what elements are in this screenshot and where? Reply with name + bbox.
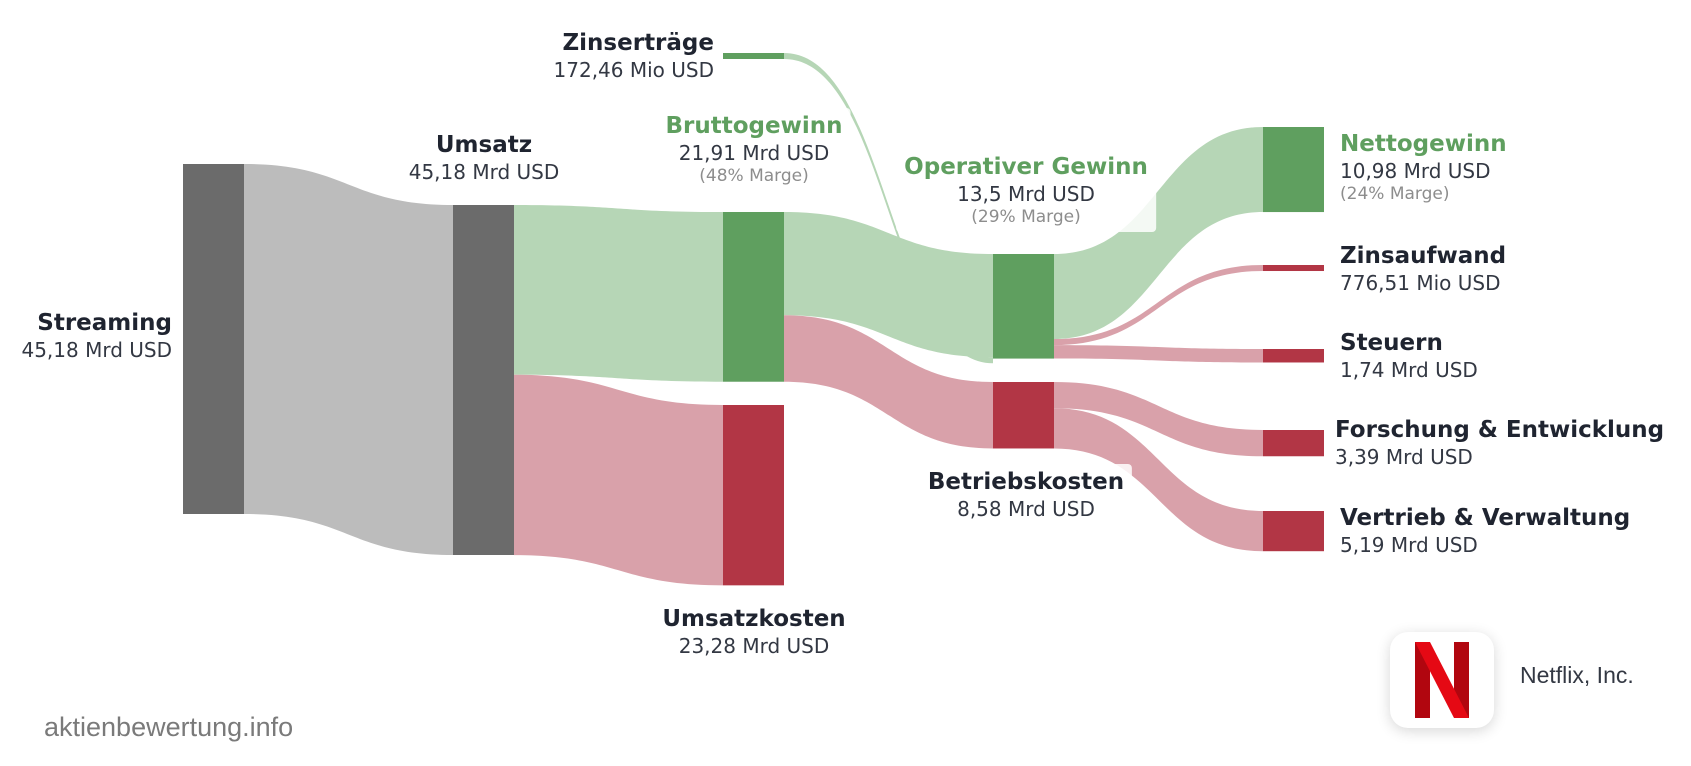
label-zinsaufwand: Zinsaufwand 776,51 Mio USD (1332, 238, 1515, 300)
node-name-betriebskosten: Betriebskosten (927, 469, 1125, 495)
link-umsatz-to-bruttogewinn (514, 205, 723, 382)
label-betriebskosten: Betriebskosten 8,58 Mrd USD (919, 464, 1133, 526)
company-name: Netflix, Inc. (1520, 662, 1634, 688)
link-umsatz-to-umsatzkosten (514, 374, 723, 586)
node-value-umsatzkosten: 23,28 Mrd USD (678, 633, 830, 658)
company-logo (1390, 632, 1494, 728)
label-umsatz: Umsatz 45,18 Mrd USD (400, 127, 568, 189)
link-zinsertraege-to-operativer_gewinn (784, 53, 993, 364)
node-steuern (1263, 349, 1324, 363)
sankey-nodes (183, 53, 1324, 586)
node-forschung (1263, 430, 1324, 457)
node-value-umsatz: 45,18 Mrd USD (408, 159, 560, 184)
node-value-zinsaufwand: 776,51 Mio USD (1340, 270, 1501, 295)
node-nettogewinn (1263, 127, 1324, 213)
link-operativer_gewinn-to-zinsaufwand (1054, 265, 1263, 346)
link-streaming-to-umsatz (244, 164, 453, 555)
link-betriebskosten-to-vertrieb (1054, 408, 1263, 552)
node-vertrieb (1263, 511, 1324, 552)
node-value-nettogewinn: 10,98 Mrd USD (1340, 158, 1491, 183)
node-name-bruttogewinn: Bruttogewinn (665, 113, 843, 139)
node-value-forschung: 3,39 Mrd USD (1335, 444, 1473, 469)
node-value-betriebskosten: 8,58 Mrd USD (957, 496, 1095, 521)
node-value-steuern: 1,74 Mrd USD (1340, 357, 1478, 382)
node-value-operativer-gewinn: 13,5 Mrd USD (957, 181, 1095, 206)
node-name-nettogewinn: Nettogewinn (1340, 131, 1507, 157)
node-value-streaming: 45,18 Mrd USD (21, 337, 172, 362)
node-operativer_gewinn (993, 254, 1054, 359)
label-bruttogewinn: Bruttogewinn 21,91 Mrd USD (48% Marge) (657, 108, 851, 191)
node-bruttogewinn (723, 212, 784, 382)
link-bruttogewinn-to-betriebskosten (784, 315, 993, 449)
node-name-operativer-gewinn: Operativer Gewinn (904, 154, 1148, 180)
node-margin-bruttogewinn: (48% Marge) (699, 165, 809, 186)
label-umsatzkosten: Umsatzkosten 23,28 Mrd USD (654, 601, 854, 663)
watermark: aktienbewertung.info (44, 712, 294, 742)
node-name-umsatz: Umsatz (435, 132, 533, 158)
label-operativer-gewinn: Operativer Gewinn 13,5 Mrd USD (29% Marg… (896, 149, 1156, 232)
node-margin-operativer-gewinn: (29% Marge) (971, 206, 1081, 227)
label-vertrieb: Vertrieb & Verwaltung 5,19 Mrd USD (1332, 500, 1639, 562)
node-name-vertrieb: Vertrieb & Verwaltung (1340, 505, 1631, 531)
netflix-n-icon (1415, 642, 1469, 718)
node-name-forschung: Forschung & Entwicklung (1335, 417, 1665, 443)
node-margin-nettogewinn: (24% Marge) (1340, 183, 1450, 204)
node-streaming (183, 164, 244, 514)
node-zinsaufwand (1263, 265, 1324, 272)
node-umsatz (453, 205, 514, 555)
node-value-bruttogewinn: 21,91 Mrd USD (678, 140, 830, 165)
link-bruttogewinn-to-operativer_gewinn (784, 212, 993, 358)
node-name-zinsertraege: Zinserträge (562, 30, 715, 56)
node-zinsertraege (723, 53, 784, 59)
sankey-links (244, 53, 1263, 586)
node-value-zinsertraege: 172,46 Mio USD (553, 57, 714, 82)
label-forschung: Forschung & Entwicklung 3,39 Mrd USD (1327, 412, 1673, 474)
node-name-steuern: Steuern (1340, 330, 1443, 356)
label-zinsertraege: Zinserträge 172,46 Mio USD (545, 25, 722, 87)
label-nettogewinn: Nettogewinn 10,98 Mrd USD (24% Marge) (1332, 126, 1515, 209)
label-steuern: Steuern 1,74 Mrd USD (1332, 325, 1486, 387)
node-name-zinsaufwand: Zinsaufwand (1340, 243, 1507, 269)
node-name-streaming: Streaming (37, 310, 172, 336)
node-value-vertrieb: 5,19 Mrd USD (1340, 532, 1478, 557)
label-streaming: Streaming 45,18 Mrd USD (13, 305, 180, 367)
node-umsatzkosten (723, 405, 784, 586)
node-betriebskosten (993, 382, 1054, 449)
node-name-umsatzkosten: Umsatzkosten (662, 606, 846, 632)
link-operativer_gewinn-to-steuern (1054, 345, 1263, 363)
link-operativer_gewinn-to-nettogewinn (1054, 127, 1263, 340)
link-betriebskosten-to-forschung (1054, 382, 1263, 457)
